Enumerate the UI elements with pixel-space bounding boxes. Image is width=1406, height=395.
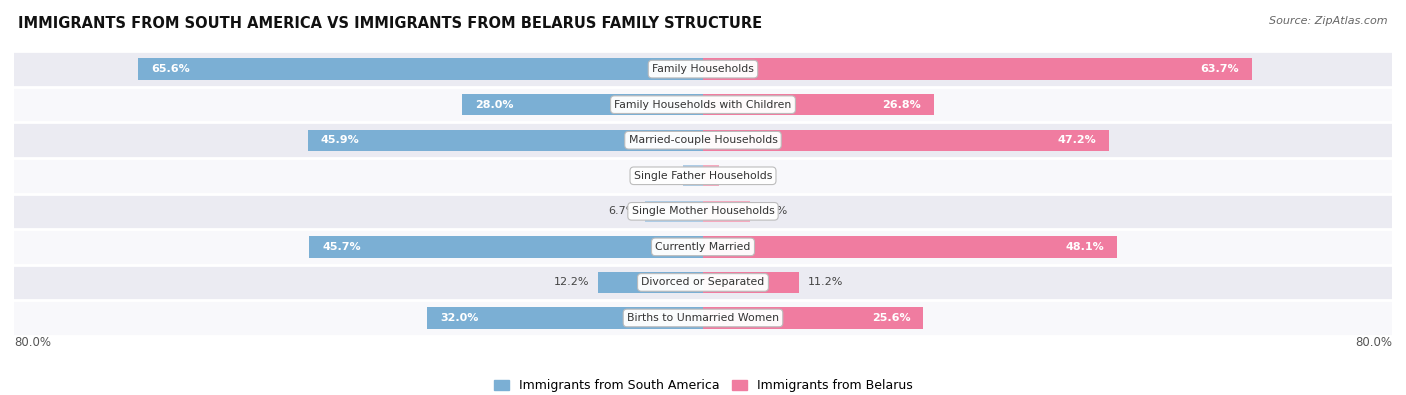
Bar [14, 194, 1392, 229]
Bar [703, 201, 751, 222]
Bar [703, 94, 934, 115]
Text: 2.3%: 2.3% [647, 171, 675, 181]
Bar [138, 58, 703, 80]
Text: 26.8%: 26.8% [882, 100, 921, 110]
Text: 45.7%: 45.7% [322, 242, 361, 252]
Text: 45.9%: 45.9% [321, 135, 360, 145]
Text: 48.1%: 48.1% [1066, 242, 1104, 252]
Legend: Immigrants from South America, Immigrants from Belarus: Immigrants from South America, Immigrant… [494, 379, 912, 392]
Text: 80.0%: 80.0% [14, 336, 51, 349]
Bar [14, 87, 1392, 122]
Text: 6.7%: 6.7% [609, 206, 637, 216]
Text: Family Households: Family Households [652, 64, 754, 74]
Text: 5.5%: 5.5% [759, 206, 787, 216]
Bar [703, 130, 1109, 151]
Text: Divorced or Separated: Divorced or Separated [641, 277, 765, 288]
Text: Currently Married: Currently Married [655, 242, 751, 252]
Text: 63.7%: 63.7% [1201, 64, 1239, 74]
Bar [683, 165, 703, 186]
Bar [427, 307, 703, 329]
Bar [14, 265, 1392, 300]
Text: IMMIGRANTS FROM SOUTH AMERICA VS IMMIGRANTS FROM BELARUS FAMILY STRUCTURE: IMMIGRANTS FROM SOUTH AMERICA VS IMMIGRA… [18, 16, 762, 31]
Bar [308, 130, 703, 151]
Bar [703, 307, 924, 329]
Bar [645, 201, 703, 222]
Text: 1.9%: 1.9% [728, 171, 756, 181]
Text: Single Father Households: Single Father Households [634, 171, 772, 181]
Text: Source: ZipAtlas.com: Source: ZipAtlas.com [1270, 16, 1388, 26]
Text: Births to Unmarried Women: Births to Unmarried Women [627, 313, 779, 323]
Bar [14, 300, 1392, 336]
Bar [14, 158, 1392, 194]
Text: 25.6%: 25.6% [872, 313, 911, 323]
Bar [598, 272, 703, 293]
Bar [703, 272, 800, 293]
Bar [14, 51, 1392, 87]
Bar [703, 58, 1251, 80]
Text: 28.0%: 28.0% [475, 100, 513, 110]
Text: 12.2%: 12.2% [554, 277, 589, 288]
Bar [14, 229, 1392, 265]
Bar [309, 236, 703, 258]
Text: Family Households with Children: Family Households with Children [614, 100, 792, 110]
Bar [703, 236, 1118, 258]
Text: Married-couple Households: Married-couple Households [628, 135, 778, 145]
Text: Single Mother Households: Single Mother Households [631, 206, 775, 216]
Bar [14, 122, 1392, 158]
Text: 32.0%: 32.0% [440, 313, 478, 323]
Bar [461, 94, 703, 115]
Text: 11.2%: 11.2% [808, 277, 844, 288]
Bar [703, 165, 720, 186]
Text: 80.0%: 80.0% [1355, 336, 1392, 349]
Text: 47.2%: 47.2% [1057, 135, 1097, 145]
Text: 65.6%: 65.6% [150, 64, 190, 74]
